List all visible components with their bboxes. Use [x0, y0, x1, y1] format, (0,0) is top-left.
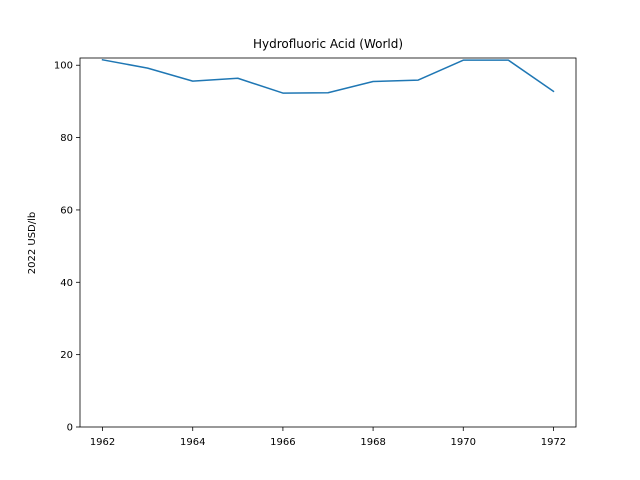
y-axis-label: 2022 USD/lb [27, 212, 38, 275]
y-tick-label: 0 [67, 423, 73, 434]
y-tick-label: 20 [60, 350, 73, 361]
axes-frame [79, 57, 577, 428]
plot-area: 1962 1964 1966 1968 1970 1972 0 20 40 60 80 100 [54, 57, 577, 448]
y-tick-label: 40 [60, 278, 73, 289]
x-tick-label: 1970 [451, 437, 476, 448]
x-tick-label: 1966 [270, 437, 295, 448]
x-tick-label: 1968 [360, 437, 385, 448]
y-tick-label: 100 [54, 61, 73, 72]
y-tick-label: 80 [60, 133, 73, 144]
x-tick-label: 1962 [90, 437, 115, 448]
series-line-0 [101, 58, 555, 94]
chart-title: Hydrofluoric Acid (World) [253, 37, 403, 51]
x-tick-label: 1972 [541, 437, 566, 448]
x-tick-label: 1964 [180, 437, 205, 448]
y-tick-label: 60 [60, 205, 73, 216]
